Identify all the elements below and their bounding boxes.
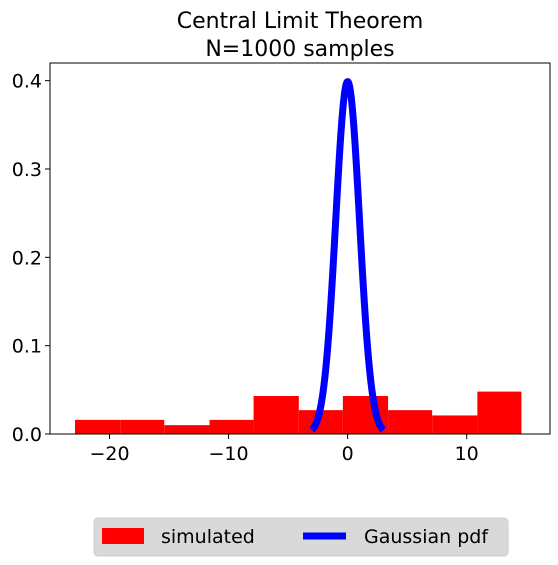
legend: simulated Gaussian pdf: [93, 517, 509, 557]
histogram-bar: [388, 410, 433, 434]
legend-label-simulated: simulated: [161, 526, 255, 548]
histogram-bar: [477, 391, 522, 434]
y-tick-label: 0.3: [12, 159, 42, 181]
x-tick-label: 0: [342, 443, 354, 465]
histogram-bar: [432, 415, 478, 434]
x-axis: −20 −10 0 10: [89, 434, 479, 465]
gaussian-pdf-line: [308, 78, 387, 434]
legend-box: [93, 517, 509, 557]
y-tick-label: 0.2: [12, 247, 42, 269]
histogram-bars: [75, 391, 522, 434]
y-axis: 0.0 0.1 0.2 0.3 0.4: [12, 71, 50, 446]
y-tick-label: 0.1: [12, 336, 42, 358]
chart-title-line-2: N=1000 samples: [205, 37, 394, 62]
x-tick-label: −20: [89, 443, 129, 465]
x-tick-label: −10: [209, 443, 249, 465]
histogram-bar: [253, 396, 299, 434]
plot-area-frame: [49, 62, 551, 435]
chart-title: Central Limit Theorem N=1000 samples: [177, 9, 424, 62]
x-tick-label: 10: [455, 443, 479, 465]
histogram-bar: [164, 425, 210, 434]
legend-swatch-simulated: [102, 528, 144, 544]
gaussian-curve-group: [308, 78, 387, 434]
histogram-bar: [75, 419, 121, 434]
y-tick-label: 0.4: [12, 71, 42, 93]
histogram-bar: [120, 419, 165, 434]
y-tick-label: 0.0: [12, 424, 42, 446]
legend-label-gaussian-pdf: Gaussian pdf: [364, 526, 489, 548]
histogram-bar: [209, 419, 254, 434]
chart-title-line-1: Central Limit Theorem: [177, 9, 424, 34]
